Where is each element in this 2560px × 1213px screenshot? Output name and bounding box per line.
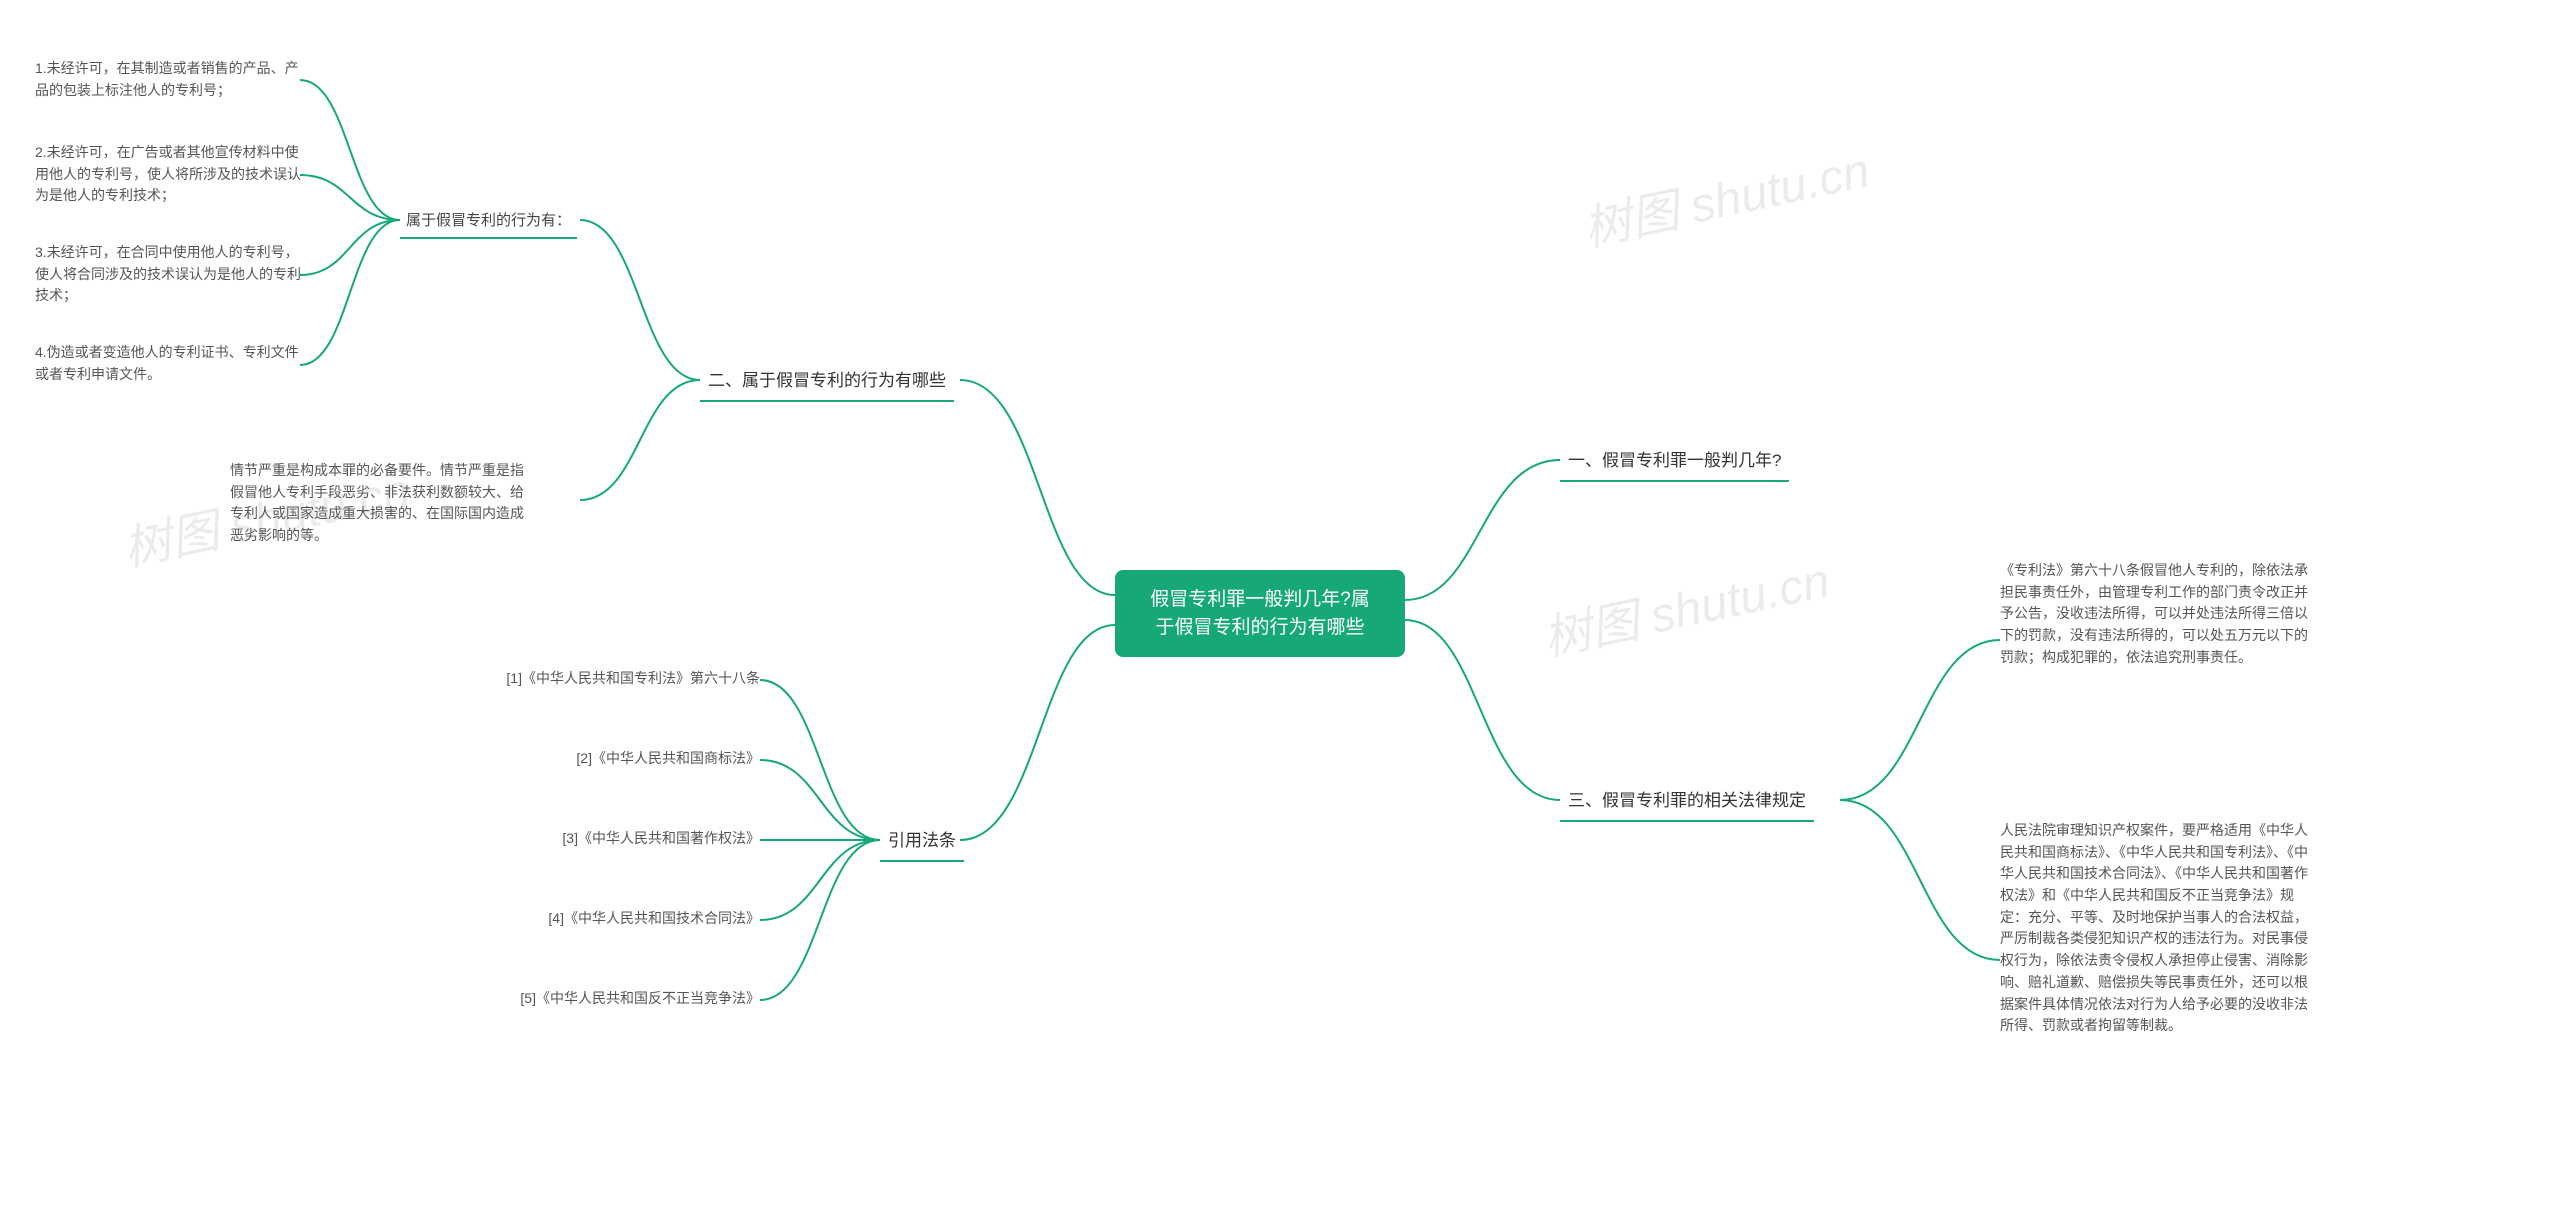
central-node: 假冒专利罪一般判几年?属 于假冒专利的行为有哪些 — [1115, 570, 1405, 657]
branch-three-leaf2: 人民法院审理知识产权案件，要严格适用《中华人民共和国商标法》、《中华人民共和国专… — [2000, 820, 2310, 1037]
central-line2: 于假冒专利的行为有哪些 — [1155, 617, 1364, 638]
citation-1: [1]《中华人民共和国专利法》第六十八条 — [470, 668, 760, 690]
branch-three: 三、假冒专利罪的相关法律规定 — [1560, 782, 1814, 822]
branch-two-sub1-leaf2: 2.未经许可，在广告或者其他宣传材料中使用他人的专利号，使人将所涉及的技术误认为… — [35, 142, 310, 207]
citation-3: [3]《中华人民共和国著作权法》 — [470, 828, 760, 850]
branch-two-sub1-leaf1: 1.未经许可，在其制造或者销售的产品、产品的包装上标注他人的专利号； — [35, 58, 310, 101]
branch-two-sub1: 属于假冒专利的行为有： — [400, 206, 577, 239]
watermark: 树图 shutu.cn — [1536, 541, 1835, 670]
branch-two-sub2: 情节严重是构成本罪的必备要件。情节严重是指假冒他人专利手段恶劣、非法获利数额较大… — [230, 460, 530, 547]
central-line1: 假冒专利罪一般判几年?属 — [1150, 589, 1370, 610]
watermark: 树图 shutu.cn — [1576, 131, 1875, 260]
branch-two-sub1-leaf3: 3.未经许可，在合同中使用他人的专利号，使人将合同涉及的技术误认为是他人的专利技… — [35, 242, 310, 307]
citation-5: [5]《中华人民共和国反不正当竞争法》 — [470, 988, 760, 1010]
branch-citations: 引用法条 — [880, 822, 964, 862]
citation-2: [2]《中华人民共和国商标法》 — [470, 748, 760, 770]
branch-one: 一、假冒专利罪一般判几年? — [1560, 442, 1789, 482]
branch-three-leaf1: 《专利法》第六十八条假冒他人专利的，除依法承担民事责任外，由管理专利工作的部门责… — [2000, 560, 2310, 668]
branch-two-sub1-leaf4: 4.伪造或者变造他人的专利证书、专利文件或者专利申请文件。 — [35, 342, 310, 385]
citation-4: [4]《中华人民共和国技术合同法》 — [470, 908, 760, 930]
branch-two: 二、属于假冒专利的行为有哪些 — [700, 362, 954, 402]
